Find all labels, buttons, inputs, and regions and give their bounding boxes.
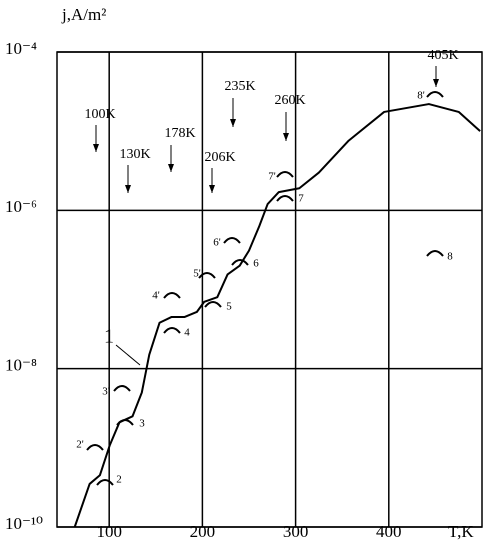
peak-label: 4' (152, 290, 160, 302)
x-tick-label: 400 (376, 522, 402, 541)
peak-label: 4 (184, 327, 190, 339)
peak-arc (198, 272, 216, 279)
peak-arc (86, 444, 104, 451)
y-axis-label: j,A/m² (61, 5, 106, 24)
peak-arc (163, 292, 181, 299)
arrow-head (230, 119, 236, 127)
arrow-head (433, 79, 439, 87)
temperature-label: 235K (224, 79, 255, 94)
peak-arc (426, 250, 444, 257)
temperature-label: 206K (204, 150, 235, 165)
y-tick-label: 10⁻⁸ (5, 356, 37, 375)
arrow-head (168, 164, 174, 172)
peak-label: 6' (213, 237, 221, 249)
peak-label: 2 (116, 474, 122, 486)
arrow-head (93, 144, 99, 152)
data-line (73, 103, 481, 528)
peak-label: 5 (226, 301, 232, 313)
peak-label: 3' (102, 386, 110, 398)
peak-arc (276, 195, 294, 202)
peak-arc (163, 327, 181, 334)
peak-label: 7' (268, 171, 276, 183)
curve-leader (115, 344, 141, 366)
temperature-label: 100K (84, 107, 115, 122)
y-tick-label: 10⁻⁶ (5, 197, 37, 216)
temperature-label: 405K (427, 48, 458, 63)
peak-arc (96, 479, 114, 486)
peak-label: 8 (447, 251, 453, 263)
plot-frame (56, 51, 483, 528)
peak-arc (116, 419, 134, 426)
peak-arc (426, 91, 444, 98)
peak-arc (204, 301, 222, 308)
x-tick-label: 100 (96, 522, 122, 541)
peak-label: 8' (417, 90, 425, 102)
peak-arc (231, 259, 249, 266)
y-tick-label: 10⁻¹⁰ (5, 514, 43, 533)
y-tick-label: 10⁻⁴ (5, 39, 37, 58)
peak-label: 3 (139, 418, 145, 430)
peak-arc (223, 237, 241, 244)
temperature-label: 178K (164, 126, 195, 141)
peak-arc (113, 385, 131, 392)
peak-label: 2' (76, 439, 84, 451)
x-tick-label: 200 (190, 522, 216, 541)
temperature-label: 130K (119, 147, 150, 162)
arrow-head (209, 185, 215, 193)
temperature-label: 260K (274, 93, 305, 108)
x-axis-label: T,K (448, 522, 474, 541)
peak-label: 6 (253, 258, 259, 270)
peak-label: 5' (193, 268, 201, 280)
peak-arc (276, 171, 294, 178)
arrow-head (125, 185, 131, 193)
x-tick-label: 300 (283, 522, 309, 541)
arrow-head (283, 133, 289, 141)
peak-label: 7 (298, 193, 304, 205)
